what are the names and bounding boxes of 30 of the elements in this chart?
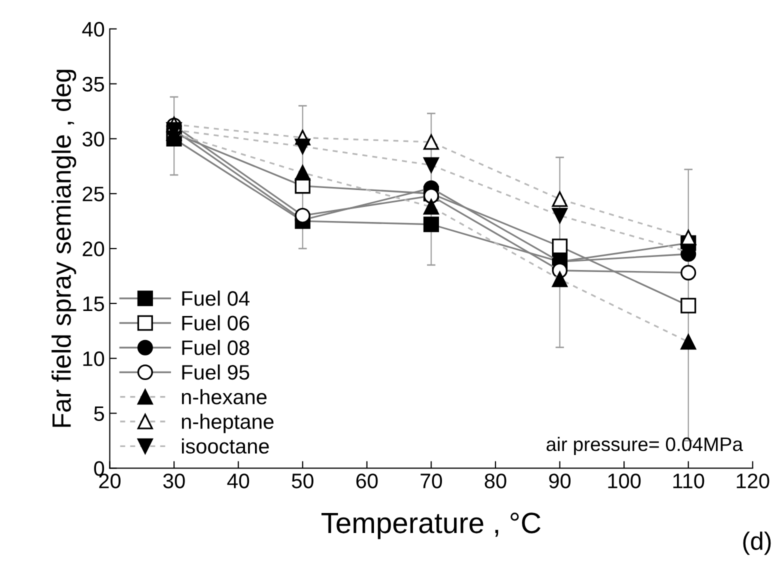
x-tick-label: 60 — [356, 474, 378, 488]
y-tick-label: 20 — [82, 242, 104, 256]
legend-label: Fuel 06 — [182, 315, 250, 330]
x-tick-label: 100 — [608, 474, 641, 488]
x-tick-label: 110 — [673, 474, 704, 488]
legend-label: n-hexane — [182, 389, 267, 404]
y-tick-label: 15 — [83, 296, 104, 312]
x-tick-label: 40 — [227, 474, 250, 488]
y-tick-label: 0 — [94, 461, 104, 476]
y-tick-label: 25 — [82, 186, 104, 202]
text: (d) — [743, 532, 771, 555]
y-tick-label: 10 — [83, 351, 104, 366]
legend-label: Fuel 95 — [182, 364, 250, 380]
x-tick-label: 80 — [484, 474, 506, 488]
legend-label: Fuel 04 — [182, 290, 250, 306]
x-tick-label: 50 — [292, 474, 314, 488]
y-tick-label: 35 — [82, 76, 104, 92]
x-axis-title: Temperature , °C — [321, 512, 540, 540]
x-tick-label: 90 — [549, 474, 571, 488]
legend-label: n-heptane — [182, 414, 274, 434]
legend-label: isooctane — [182, 438, 269, 454]
legend-label: Fuel 08 — [182, 340, 250, 356]
y-tick-label: 40 — [82, 22, 104, 37]
x-tick-label: 120 — [736, 474, 770, 488]
x-tick-label: 70 — [420, 474, 442, 488]
x-tick-label: 30 — [163, 474, 185, 488]
annotation: air pressure= 0.04MPa — [546, 436, 744, 455]
y-tick-label: 5 — [94, 406, 104, 422]
y-axis-title: Far field spray semiangle , deg — [52, 70, 76, 427]
y-tick-label: 30 — [82, 132, 104, 146]
